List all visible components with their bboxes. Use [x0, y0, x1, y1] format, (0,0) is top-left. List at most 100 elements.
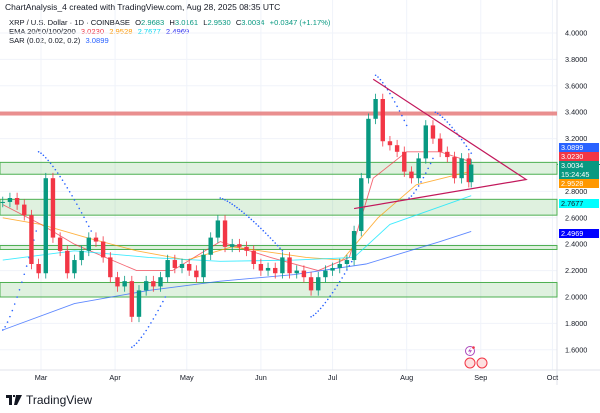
sar-dot — [159, 305, 162, 307]
resistance-line — [0, 111, 557, 116]
candle-up — [43, 178, 48, 274]
candle-down — [129, 281, 135, 317]
ema100-value: 2.7677 — [137, 27, 161, 36]
support-zone — [0, 161, 558, 175]
price-axis[interactable]: 4.0000 3.8000 3.6000 3.4000 3.2000 2.8000 2.60… — [565, 29, 587, 355]
sar-legend[interactable]: SAR (0.02, 0.02, 0.2) 3.0899 — [9, 36, 112, 45]
sar-dot — [21, 281, 23, 283]
sar-dot — [441, 116, 444, 119]
symbol-name[interactable]: XRP / U.S. Dollar · 1D · COINBASE — [9, 18, 130, 27]
sar-dot — [248, 216, 250, 219]
candle-up — [72, 260, 77, 274]
sar-dot — [446, 121, 449, 123]
candle-down — [452, 157, 457, 179]
us-flag-event-icon[interactable] — [464, 357, 476, 369]
sar-dot — [142, 333, 145, 335]
date-tick-label: Sep — [474, 373, 487, 382]
bar-countdown: 15:24:45 — [561, 170, 590, 179]
sar-dot — [90, 230, 92, 232]
brand-name: TradingView — [26, 393, 93, 407]
candle-up — [366, 118, 371, 179]
sar-dot — [317, 310, 320, 312]
sar-dot — [219, 197, 222, 199]
sar-dot — [269, 237, 272, 239]
open-label: O — [135, 18, 142, 27]
price-chart[interactable]: 4.0000 3.8000 3.6000 3.4000 3.2000 2.8000 2.60… — [0, 0, 600, 390]
candle-up — [337, 264, 342, 268]
candle-up — [201, 254, 206, 278]
candle-up — [373, 99, 378, 119]
sar-dot — [350, 260, 353, 263]
sar-value: 3.0899 — [85, 36, 109, 45]
sar-dot — [379, 78, 382, 81]
time-axis[interactable]: Mar Apr May Jun Jul Aug Sep Oct — [35, 373, 558, 382]
chart-title: ChartAnalysis_4 created with TradingView… — [5, 2, 281, 12]
candle-up — [136, 290, 142, 317]
event-markers[interactable] — [464, 346, 488, 369]
sar-dot — [73, 199, 76, 201]
sar-dot — [410, 195, 413, 197]
sar-dot — [229, 201, 231, 204]
candle-down — [402, 151, 407, 172]
sar-dot — [408, 197, 410, 199]
sar-dot — [432, 157, 434, 160]
close-label: C — [235, 18, 242, 27]
sar-dot — [66, 187, 69, 189]
sar-dot — [88, 225, 90, 228]
candle-up — [165, 260, 170, 278]
sar-dot — [236, 206, 238, 209]
sar-dot — [56, 172, 59, 174]
tradingview-logo[interactable]: TradingView — [6, 393, 92, 407]
candle-up — [215, 220, 221, 238]
us-flag-event-icon[interactable] — [476, 357, 488, 369]
price-tick-label: 4.0000 — [565, 29, 587, 38]
ema-legend[interactable]: EMA 20/50/100/200 3.0230 2.9528 2.7677 2… — [9, 27, 192, 36]
candle-down — [445, 151, 450, 158]
candle-down — [93, 237, 99, 242]
sar-dot — [83, 216, 85, 219]
sar-dot — [468, 148, 470, 151]
candle-down — [194, 270, 199, 278]
sar-dot — [310, 316, 312, 318]
sar-dot — [396, 105, 398, 108]
sar-dot — [224, 199, 226, 201]
sar-dot — [401, 114, 403, 117]
sar-dot — [324, 301, 327, 304]
price-tick-label: 2.4000 — [565, 240, 587, 249]
candle-up — [469, 164, 474, 183]
sar-dot — [13, 303, 16, 305]
candle-down — [394, 145, 400, 152]
triangle-pattern[interactable] — [353, 78, 528, 210]
sar-dot — [260, 227, 262, 230]
notification-dot — [472, 346, 475, 349]
sar-dot — [40, 152, 42, 155]
candle-down — [437, 138, 443, 152]
sar-dot — [145, 329, 147, 332]
triangle-lines — [353, 78, 528, 210]
sar-dot — [403, 119, 406, 122]
sar-dot — [453, 129, 456, 132]
candle-down — [387, 141, 393, 146]
sar-dot — [377, 76, 379, 78]
ohlc-low: L2.9530 — [203, 18, 230, 27]
sar-dot — [348, 265, 351, 267]
price-tick-label: 2.2000 — [565, 266, 587, 275]
sar-dot — [315, 312, 317, 315]
sar-dot — [9, 315, 11, 318]
sar-dot — [389, 92, 391, 95]
candle-down — [244, 246, 249, 251]
sar-dot — [1, 329, 4, 331]
sar-dot — [336, 284, 339, 287]
candle-up — [344, 260, 350, 264]
date-tick-label: Oct — [547, 373, 558, 382]
ema200-price-tag: 2.4969 — [559, 229, 599, 238]
sar-dot — [322, 304, 324, 307]
sar-dot — [460, 138, 463, 141]
ema100-price-tag: 2.7677 — [559, 199, 599, 208]
ema50-value: 2.9528 — [109, 27, 133, 36]
sar-dot — [252, 220, 255, 223]
last-price-tag: 3.0034 15:24:45 — [559, 161, 599, 179]
grid — [0, 0, 600, 385]
sar-dot — [448, 123, 451, 126]
sar-dot — [393, 101, 396, 103]
